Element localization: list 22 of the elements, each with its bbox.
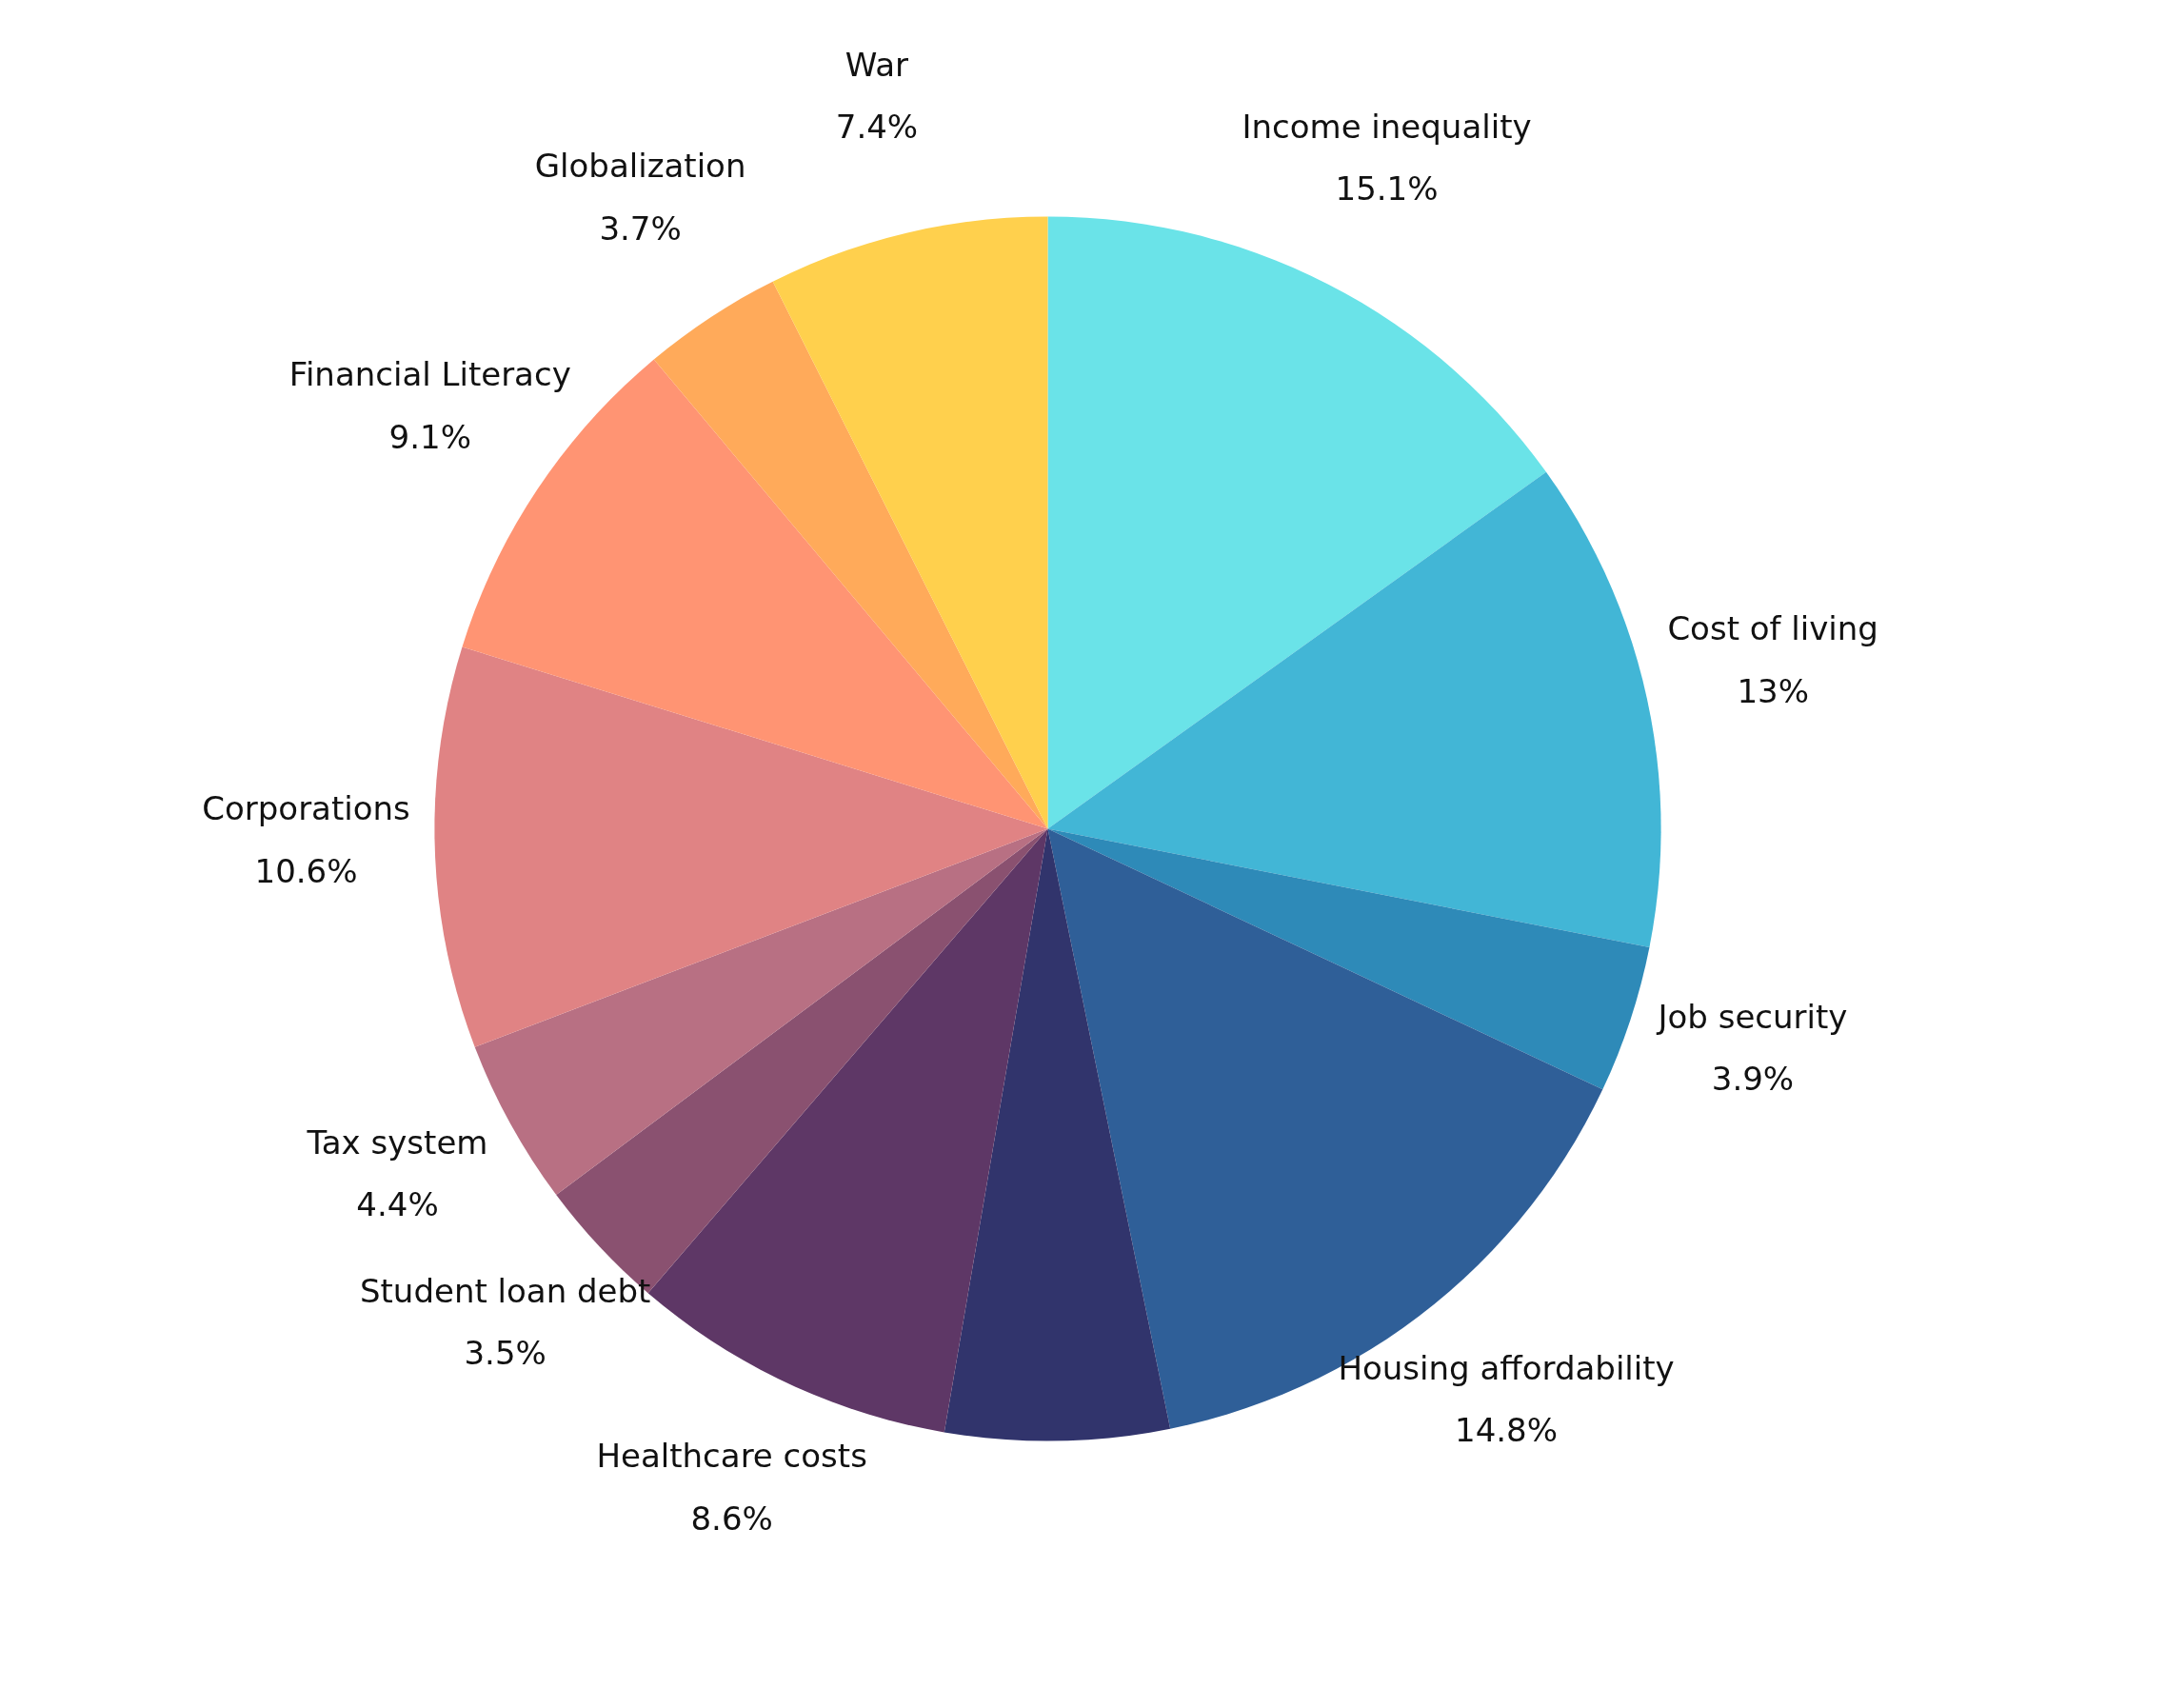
slice-label: Tax system [306,1122,488,1162]
slice-label: Healthcare costs [596,1436,867,1475]
data-label: 14.8% [1455,1411,1559,1450]
slice-label: Cost of living [1667,608,1878,647]
slice-label: Corporations [202,789,410,828]
data-label: 4.4% [356,1185,439,1224]
data-label: 13% [1737,671,1809,710]
data-label: 9.1% [388,418,471,457]
slice-label: War [845,45,909,84]
slice-label: Housing affordability [1338,1348,1675,1387]
slice-label: Globalization [534,147,746,186]
slice-label: Student loan debt [359,1271,651,1310]
data-label: 8.6% [690,1499,773,1538]
slice-label: Income inequality [1242,107,1532,146]
data-label: 10.6% [254,851,358,890]
slice-label: Job security [1656,997,1848,1036]
data-label: 15.1% [1335,169,1439,209]
data-label: 7.4% [835,108,919,147]
data-label: 3.7% [599,209,682,248]
data-label: 3.5% [464,1334,546,1373]
data-label: 3.9% [1711,1060,1795,1099]
slice-label: Financial Literacy [288,355,571,394]
